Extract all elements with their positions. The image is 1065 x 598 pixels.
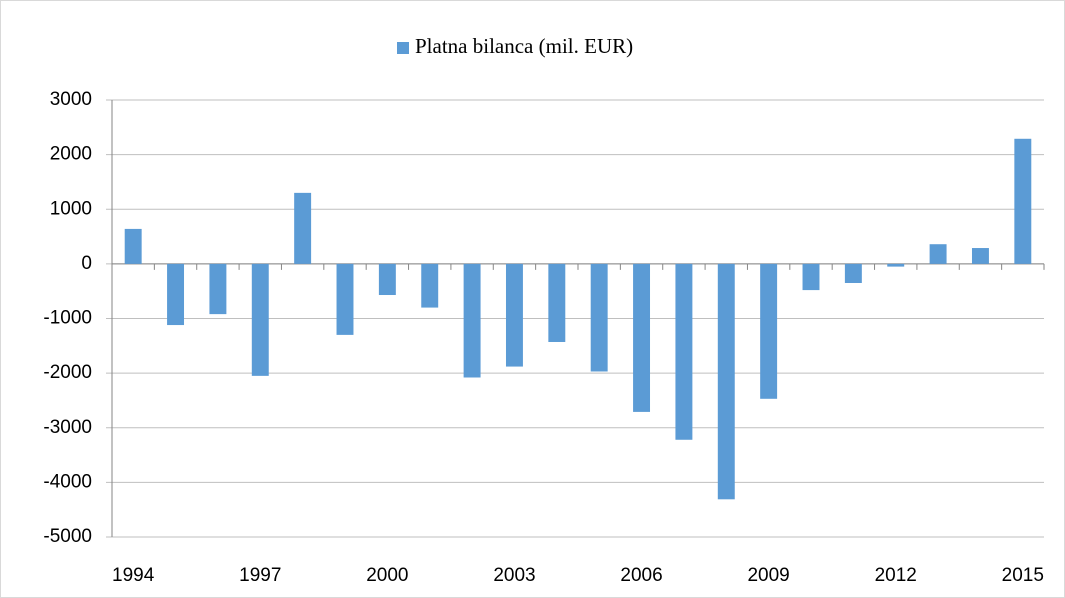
bar	[887, 263, 905, 267]
bar	[505, 263, 523, 367]
bar	[209, 263, 227, 315]
y-tick-label: -2000	[43, 362, 92, 383]
x-tick-label: 2009	[747, 565, 789, 586]
bar	[251, 263, 269, 376]
y-tick-label: -4000	[43, 471, 92, 492]
y-tick-label: 0	[81, 253, 92, 274]
x-tick-label: 1994	[112, 565, 155, 586]
bar	[124, 228, 142, 264]
bar	[1014, 138, 1032, 264]
legend-swatch	[397, 42, 409, 54]
bar	[463, 263, 481, 378]
y-tick-label: 2000	[50, 144, 92, 165]
y-tick-label: 3000	[50, 89, 92, 110]
bar	[802, 263, 820, 291]
y-tick-label: -3000	[43, 417, 92, 438]
bar	[929, 244, 947, 264]
bar	[167, 263, 185, 326]
bar	[294, 192, 312, 264]
y-tick-label: -1000	[43, 308, 92, 329]
y-tick-label: -5000	[43, 526, 92, 547]
bar	[378, 263, 396, 296]
x-tick-label: 2012	[875, 565, 917, 586]
x-tick-label: 2000	[366, 565, 408, 586]
x-tick-label: 2015	[1002, 565, 1044, 586]
bar	[548, 263, 566, 342]
legend-label: Platna bilanca (mil. EUR)	[415, 34, 633, 58]
x-tick-label: 2006	[620, 565, 662, 586]
bar	[844, 263, 862, 283]
bar	[675, 263, 693, 440]
bar	[336, 263, 354, 335]
bar	[633, 263, 651, 412]
x-tick-label: 2003	[493, 565, 535, 586]
bar	[760, 263, 778, 399]
bar	[717, 263, 735, 500]
bar	[421, 263, 439, 308]
bar	[590, 263, 608, 372]
x-tick-label: 1997	[239, 565, 281, 586]
bar	[971, 248, 989, 264]
y-tick-label: 1000	[50, 198, 92, 219]
